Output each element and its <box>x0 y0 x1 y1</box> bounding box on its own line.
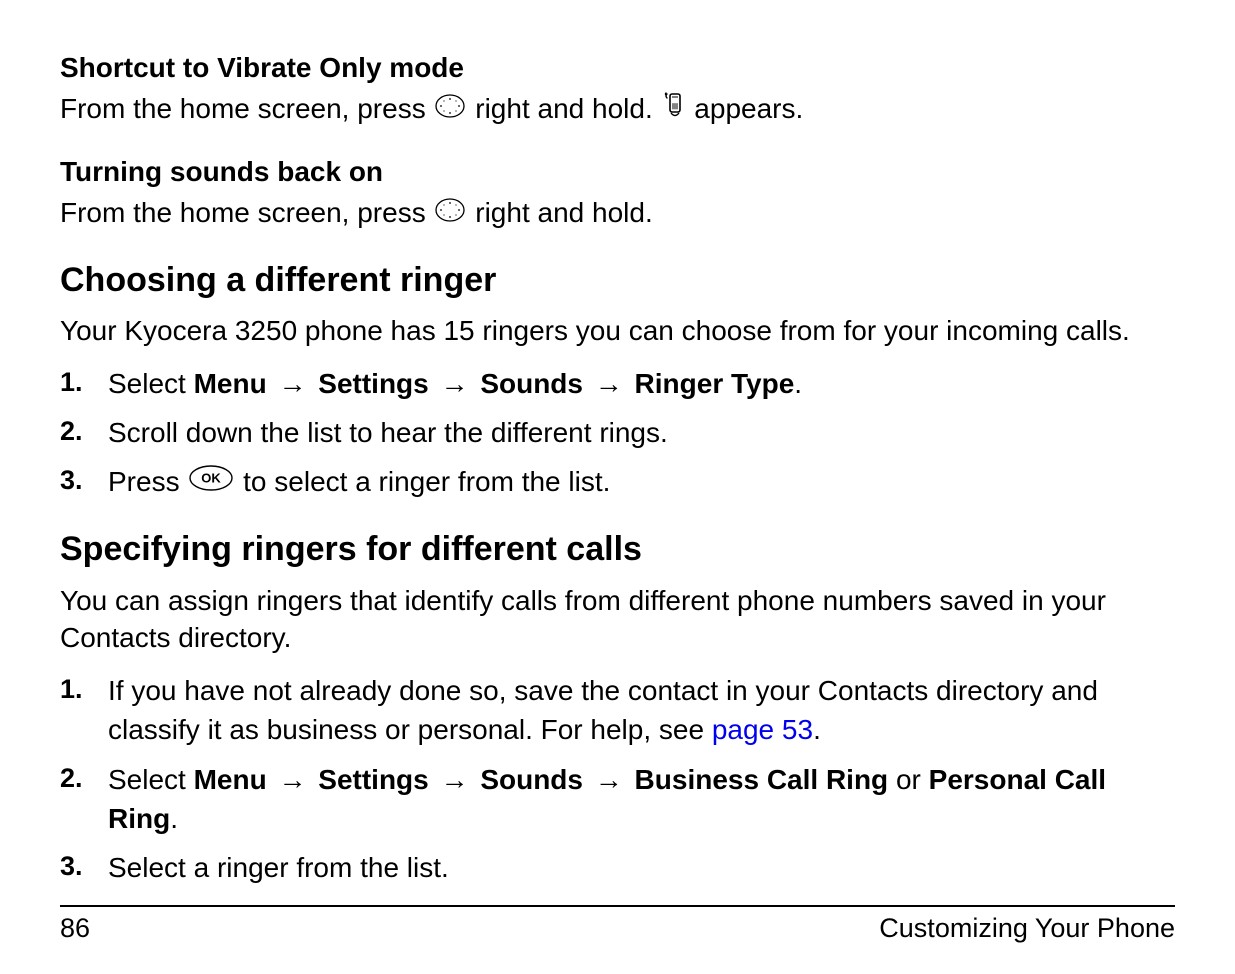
subheading-vibrate-shortcut: Shortcut to Vibrate Only mode <box>60 50 1175 86</box>
text: Press <box>108 466 187 497</box>
ordered-list: 1. Select Menu → Settings → Sounds → Rin… <box>60 364 1175 504</box>
page-link-53[interactable]: page 53 <box>712 714 813 745</box>
ok-key-icon: OK <box>189 462 233 501</box>
menu-path-menu: Menu <box>194 764 267 795</box>
page-footer: 86 Customizing Your Phone <box>60 911 1175 954</box>
text: right and hold. <box>475 197 652 228</box>
arrow-icon: → <box>275 364 311 403</box>
step-text: Select a ringer from the list. <box>108 848 449 887</box>
step-text: Press OK to select a ringer from the lis… <box>108 462 610 503</box>
list-item: 3. Select a ringer from the list. <box>60 848 1175 887</box>
step-number: 1. <box>60 364 108 402</box>
chapter-title: Customizing Your Phone <box>879 911 1175 946</box>
list-item: 3. Press OK to select a ringer from the … <box>60 462 1175 503</box>
menu-path-business-call-ring: Business Call Ring <box>635 764 889 795</box>
menu-path-settings: Settings <box>318 764 428 795</box>
arrow-icon: → <box>437 760 473 799</box>
heading-specifying-ringers: Specifying ringers for different calls <box>60 527 1175 571</box>
arrow-icon: → <box>591 364 627 403</box>
arrow-icon: → <box>591 760 627 799</box>
text: appears. <box>694 93 803 124</box>
text: to select a ringer from the list. <box>243 466 610 497</box>
menu-path-ringer-type: Ringer Type <box>635 368 795 399</box>
paragraph: Your Kyocera 3250 phone has 15 ringers y… <box>60 312 1160 350</box>
step-number: 1. <box>60 671 108 709</box>
list-item: 2. Select Menu → Settings → Sounds → Bus… <box>60 760 1175 838</box>
step-text: If you have not already done so, save th… <box>108 671 1158 749</box>
step-number: 3. <box>60 462 108 500</box>
text: . <box>794 368 802 399</box>
step-number: 2. <box>60 413 108 451</box>
subheading-sounds-back-on: Turning sounds back on <box>60 154 1175 190</box>
text: . <box>813 714 821 745</box>
menu-path-menu: Menu <box>194 368 267 399</box>
nav-key-icon <box>435 90 465 128</box>
paragraph: You can assign ringers that identify cal… <box>60 582 1160 658</box>
paragraph: From the home screen, press right and ho… <box>60 90 1160 130</box>
arrow-icon: → <box>437 364 473 403</box>
text: Select <box>108 764 194 795</box>
text: If you have not already done so, save th… <box>108 675 1098 745</box>
text: . <box>170 803 178 834</box>
svg-text:OK: OK <box>202 471 222 486</box>
step-text: Select Menu → Settings → Sounds → Ringer… <box>108 364 802 403</box>
step-text: Scroll down the list to hear the differe… <box>108 413 668 452</box>
step-number: 3. <box>60 848 108 886</box>
step-text: Select Menu → Settings → Sounds → Busine… <box>108 760 1158 838</box>
heading-choosing-ringer: Choosing a different ringer <box>60 258 1175 302</box>
menu-path-settings: Settings <box>318 368 428 399</box>
text: Select <box>108 368 194 399</box>
manual-page: Shortcut to Vibrate Only mode From the h… <box>0 0 1235 974</box>
menu-path-sounds: Sounds <box>480 368 583 399</box>
ordered-list: 1. If you have not already done so, save… <box>60 671 1175 887</box>
list-item: 2. Scroll down the list to hear the diff… <box>60 413 1175 452</box>
arrow-icon: → <box>275 760 311 799</box>
text: or <box>888 764 928 795</box>
list-item: 1. Select Menu → Settings → Sounds → Rin… <box>60 364 1175 403</box>
page-number: 86 <box>60 911 90 946</box>
step-number: 2. <box>60 760 108 798</box>
footer-rule <box>60 905 1175 907</box>
text: From the home screen, press <box>60 93 433 124</box>
menu-path-sounds: Sounds <box>480 764 583 795</box>
nav-key-icon <box>435 194 465 232</box>
list-item: 1. If you have not already done so, save… <box>60 671 1175 749</box>
text: From the home screen, press <box>60 197 433 228</box>
paragraph: From the home screen, press right and ho… <box>60 194 1160 234</box>
vibrate-phone-icon <box>663 90 685 128</box>
text: right and hold. <box>475 93 660 124</box>
